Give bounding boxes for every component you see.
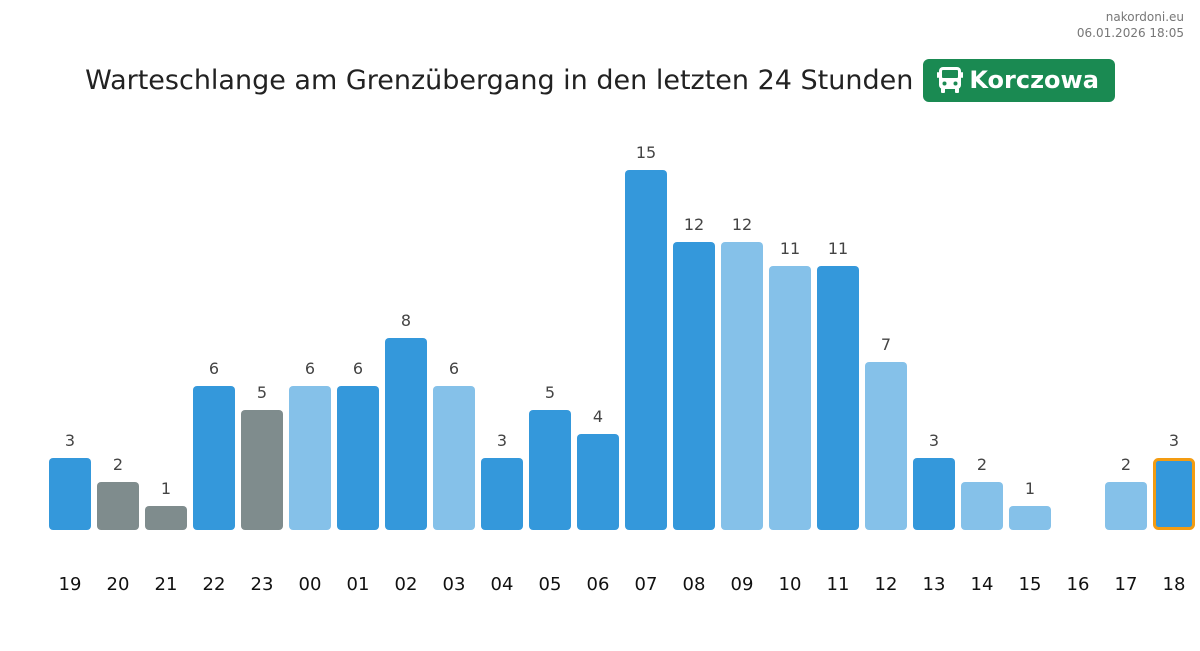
x-tick-label-14: 14 bbox=[971, 574, 994, 595]
title-row: Warteschlange am Grenzübergang in den le… bbox=[0, 58, 1200, 102]
x-tick-label-02: 02 bbox=[395, 574, 418, 595]
x-tick-label-23: 23 bbox=[251, 574, 274, 595]
bar-21 bbox=[145, 506, 187, 530]
timestamp: 06.01.2026 18:05 bbox=[1076, 26, 1184, 40]
value-label-10: 11 bbox=[780, 239, 800, 258]
bar-02 bbox=[385, 338, 427, 530]
bar-22 bbox=[193, 386, 235, 530]
bar-11 bbox=[817, 266, 859, 530]
bar-00 bbox=[289, 386, 331, 530]
value-label-12: 7 bbox=[881, 335, 891, 354]
x-tick-label-16: 16 bbox=[1067, 574, 1090, 595]
bar-01 bbox=[337, 386, 379, 530]
value-label-21: 1 bbox=[161, 479, 171, 498]
value-label-02: 8 bbox=[401, 311, 411, 330]
value-label-00: 6 bbox=[305, 359, 315, 378]
x-tick-label-20: 20 bbox=[107, 574, 130, 595]
bar-18 bbox=[1153, 458, 1195, 530]
x-tick-label-15: 15 bbox=[1019, 574, 1042, 595]
value-label-20: 2 bbox=[113, 455, 123, 474]
bar-04 bbox=[481, 458, 523, 530]
value-label-22: 6 bbox=[209, 359, 219, 378]
meta-info: nakordoni.eu 06.01.2026 18:05 bbox=[1077, 9, 1184, 41]
bar-05 bbox=[529, 410, 571, 530]
bar-03 bbox=[433, 386, 475, 530]
x-tick-label-18: 18 bbox=[1163, 574, 1186, 595]
x-tick-label-10: 10 bbox=[779, 574, 802, 595]
bar-15 bbox=[1009, 506, 1051, 530]
x-tick-label-21: 21 bbox=[155, 574, 178, 595]
x-tick-label-03: 03 bbox=[443, 574, 466, 595]
value-label-09: 12 bbox=[732, 215, 752, 234]
x-tick-label-22: 22 bbox=[203, 574, 226, 595]
x-tick-label-09: 09 bbox=[731, 574, 754, 595]
crossing-name: Korczowa bbox=[969, 66, 1099, 94]
value-label-08: 12 bbox=[684, 215, 704, 234]
x-tick-label-01: 01 bbox=[347, 574, 370, 595]
value-label-18: 3 bbox=[1169, 431, 1179, 450]
value-label-01: 6 bbox=[353, 359, 363, 378]
value-label-17: 2 bbox=[1121, 455, 1131, 474]
value-label-06: 4 bbox=[593, 407, 603, 426]
x-tick-label-11: 11 bbox=[827, 574, 850, 595]
source-label: nakordoni.eu bbox=[1105, 10, 1184, 24]
value-label-14: 2 bbox=[977, 455, 987, 474]
x-tick-label-05: 05 bbox=[539, 574, 562, 595]
value-label-03: 6 bbox=[449, 359, 459, 378]
value-label-23: 5 bbox=[257, 383, 267, 402]
x-tick-label-07: 07 bbox=[635, 574, 658, 595]
x-tick-label-17: 17 bbox=[1115, 574, 1138, 595]
value-label-05: 5 bbox=[545, 383, 555, 402]
bar-12 bbox=[865, 362, 907, 530]
bus-icon bbox=[937, 67, 964, 93]
value-label-13: 3 bbox=[929, 431, 939, 450]
bar-08 bbox=[673, 242, 715, 530]
bar-17 bbox=[1105, 482, 1147, 530]
x-tick-label-00: 00 bbox=[299, 574, 322, 595]
value-label-19: 3 bbox=[65, 431, 75, 450]
value-label-04: 3 bbox=[497, 431, 507, 450]
bar-13 bbox=[913, 458, 955, 530]
crossing-badge: Korczowa bbox=[923, 58, 1115, 102]
bar-23 bbox=[241, 410, 283, 530]
bar-06 bbox=[577, 434, 619, 530]
x-tick-label-06: 06 bbox=[587, 574, 610, 595]
bar-19 bbox=[49, 458, 91, 530]
value-label-11: 11 bbox=[828, 239, 848, 258]
bar-10 bbox=[769, 266, 811, 530]
x-tick-label-08: 08 bbox=[683, 574, 706, 595]
x-tick-label-04: 04 bbox=[491, 574, 514, 595]
value-label-07: 15 bbox=[636, 143, 656, 162]
bar-07 bbox=[625, 170, 667, 530]
x-tick-label-19: 19 bbox=[59, 574, 82, 595]
bar-09 bbox=[721, 242, 763, 530]
value-label-15: 1 bbox=[1025, 479, 1035, 498]
x-tick-label-12: 12 bbox=[875, 574, 898, 595]
chart-title: Warteschlange am Grenzübergang in den le… bbox=[85, 64, 914, 96]
bar-20 bbox=[97, 482, 139, 530]
x-tick-label-13: 13 bbox=[923, 574, 946, 595]
bar-14 bbox=[961, 482, 1003, 530]
